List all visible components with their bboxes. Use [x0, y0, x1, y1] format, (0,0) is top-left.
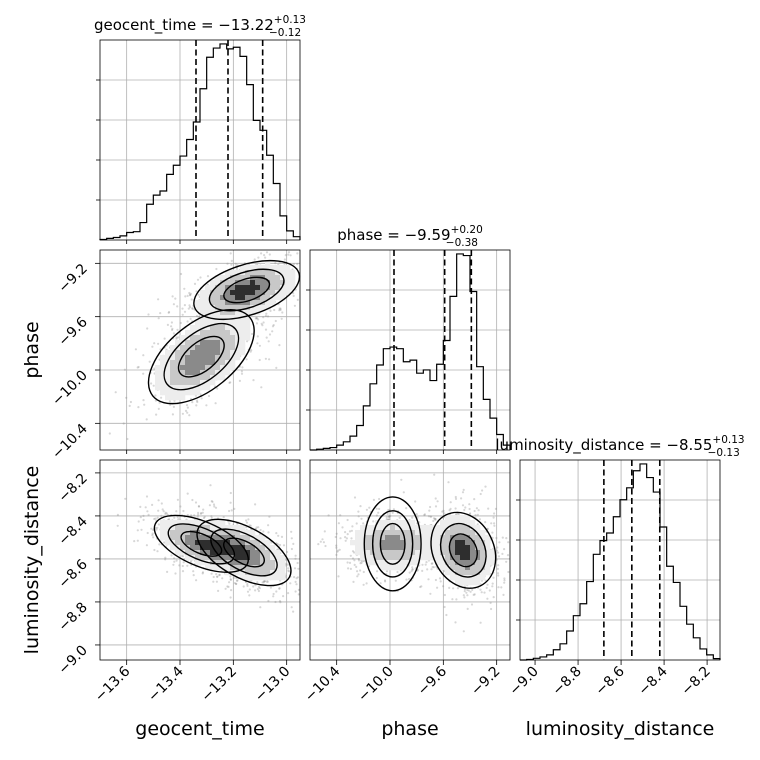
x-axis-label-geocent_time: geocent_time	[135, 718, 264, 740]
histogram-phase: phase = −9.59+0.20 −0.38	[306, 224, 511, 451]
density-panel-geocent_time-vs-luminosity_distance	[99, 459, 301, 661]
y-tick-label-luminosity_distance: −8.2	[55, 470, 90, 505]
histogram-step-luminosity_distance	[520, 463, 721, 661]
contour-ellipse	[163, 322, 240, 391]
x-tick-label-luminosity_distance: −8.4	[636, 663, 671, 698]
contour-ellipse	[363, 496, 422, 592]
y-tick-label-luminosity_distance: −8.6	[55, 556, 90, 591]
histogram-geocent_time: geocent_time = −13.22+0.13 −0.12	[94, 14, 306, 241]
contour-ellipse	[180, 530, 223, 557]
contour-ellipse	[167, 523, 236, 565]
histogram-step-phase	[310, 253, 511, 451]
x-tick-label-luminosity_distance: −9.0	[507, 664, 542, 699]
x-tick-label-phase: −9.2	[468, 664, 503, 699]
y-axis-label-phase: phase	[21, 321, 43, 378]
y-tick-label-phase: −9.2	[55, 261, 90, 296]
contour-ellipse	[439, 522, 487, 578]
x-tick-label-luminosity_distance: −8.2	[679, 664, 714, 699]
contour-ellipse	[210, 528, 278, 577]
panel-frame	[99, 39, 301, 241]
histogram-luminosity_distance: luminosity_distance = −8.55+0.13 −0.13	[495, 434, 745, 661]
y-tick-label-luminosity_distance: −8.8	[55, 599, 90, 634]
x-axis-label-luminosity_distance: luminosity_distance	[526, 718, 715, 740]
y-tick-label-luminosity_distance: −8.4	[55, 513, 90, 548]
x-tick-label-geocent_time: −13.0	[252, 664, 294, 706]
axes-and-ticks: −13.6 −13.4 −13.2 −13.0 geocent_time −10.4 −10…	[21, 240, 714, 740]
x-tick-label-geocent_time: −13.6	[92, 663, 134, 705]
density-cells	[350, 515, 496, 586]
x-tick-label-luminosity_distance: −8.8	[550, 664, 585, 699]
density-panel-geocent_time-vs-phase	[99, 249, 301, 451]
histogram-step-geocent_time	[99, 43, 301, 241]
x-tick-label-phase: −10.0	[355, 664, 397, 706]
panel-title-phase: phase = −9.59+0.20 −0.38	[337, 224, 483, 249]
x-axis-label-phase: phase	[381, 718, 438, 740]
contour-ellipse	[153, 514, 249, 573]
contour-ellipse	[208, 268, 285, 312]
contour-ellipse	[379, 522, 406, 565]
contour-ellipse	[448, 533, 478, 568]
density-panel-phase-vs-luminosity_distance	[309, 459, 511, 661]
x-tick-label-phase: −10.4	[302, 663, 344, 705]
contour-lines	[147, 259, 301, 405]
panel-title-geocent_time: geocent_time = −13.22+0.13 −0.12	[94, 14, 306, 39]
diagonal-histograms: geocent_time = −13.22+0.13 −0.12 phase = −…	[94, 14, 745, 661]
y-tick-label-phase: −9.6	[55, 314, 90, 349]
x-tick-label-luminosity_distance: −8.6	[593, 663, 628, 698]
contour-ellipse	[177, 335, 225, 378]
y-tick-label-luminosity_distance: −9.0	[55, 642, 90, 677]
x-tick-label-geocent_time: −13.2	[199, 664, 241, 706]
panel-frame	[309, 249, 511, 451]
panel-frame	[309, 459, 511, 661]
x-tick-label-geocent_time: −13.4	[145, 663, 187, 705]
contour-ellipse	[430, 511, 497, 589]
y-axis-label-luminosity_distance: luminosity_distance	[21, 466, 43, 655]
y-tick-label-phase: −10.4	[49, 421, 91, 463]
contour-ellipse	[196, 518, 292, 587]
two-d-density-panels	[99, 249, 511, 661]
contour-ellipse	[147, 309, 255, 405]
density-cells	[155, 260, 296, 401]
contour-lines	[153, 514, 292, 587]
contour-ellipse	[193, 259, 301, 321]
panel-frame	[519, 459, 721, 661]
contour-ellipse	[371, 510, 414, 578]
contour-ellipse	[223, 276, 271, 304]
panel-frame	[99, 249, 301, 451]
y-tick-label-phase: −10.0	[49, 368, 91, 410]
contour-ellipse	[223, 537, 265, 568]
x-tick-label-phase: −9.6	[415, 663, 450, 698]
panel-frame	[99, 459, 301, 661]
panel-title-luminosity_distance: luminosity_distance = −8.55+0.13 −0.13	[495, 434, 744, 459]
contour-lines	[363, 496, 497, 592]
